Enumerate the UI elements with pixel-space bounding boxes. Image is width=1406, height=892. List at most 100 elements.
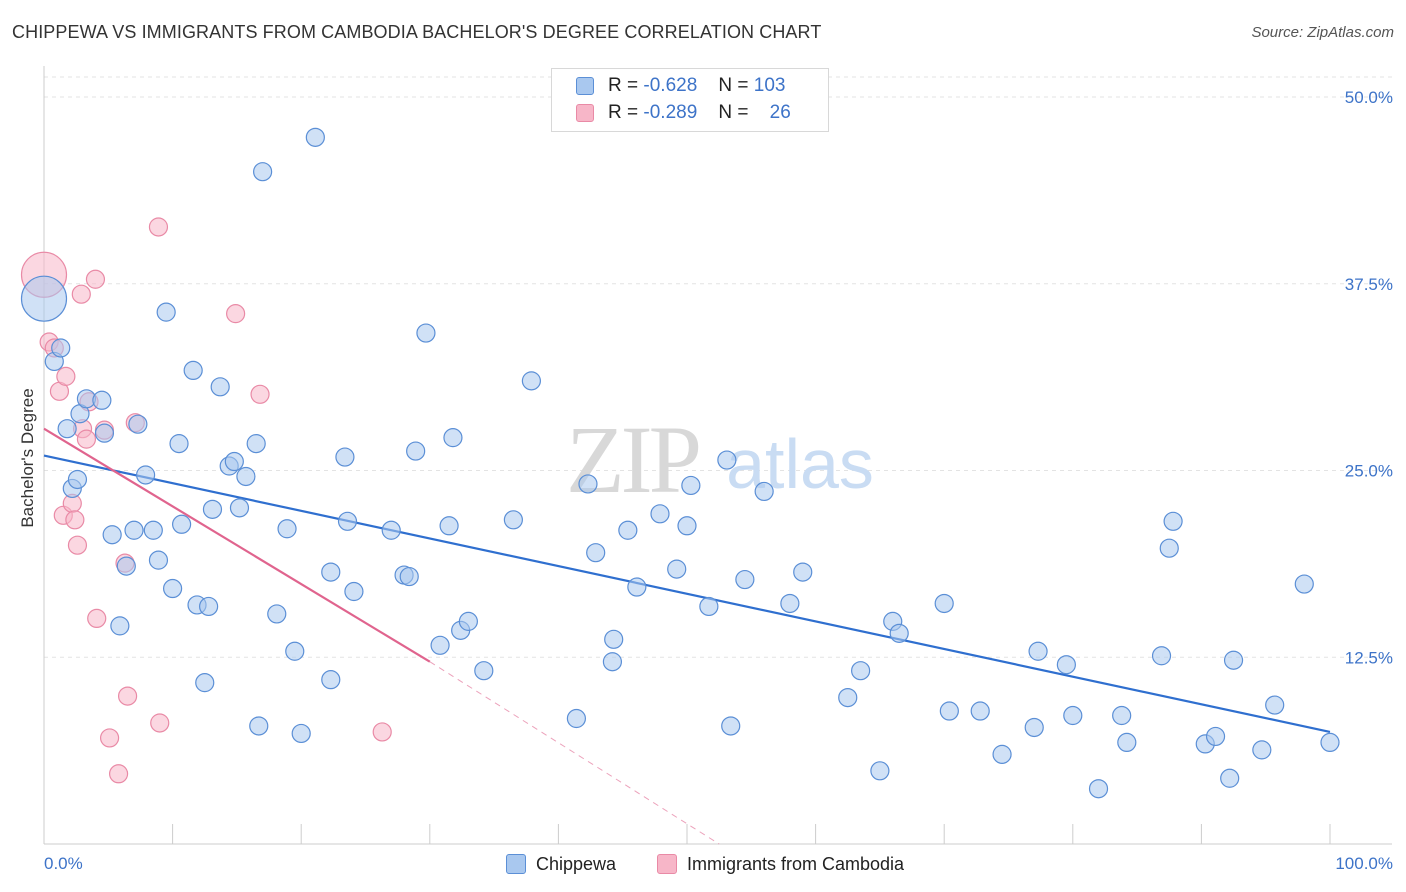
cambodia-point [117,686,138,706]
chippewa-point [335,447,355,467]
chippewa-point [1252,740,1272,760]
y-tick-label: 37.5% [1345,275,1393,294]
chippewa-point [399,566,419,587]
chippewa-point [1320,732,1340,753]
cambodia-point [372,722,392,742]
chippewa-point [1117,732,1137,753]
chippewa-point [870,761,890,781]
chippewa-point [135,465,156,485]
cambodia-trend-line [43,427,431,663]
chippewa-point [337,511,358,531]
chippewa-point [1220,768,1240,788]
cambodia-point [85,269,106,289]
chippewa-point [586,543,606,563]
chippewa-point [1265,695,1285,715]
chippewa-point [1223,650,1244,670]
chippewa-point [439,516,459,536]
n-label: N = [718,102,749,123]
chippewa-point [92,390,112,410]
r-value: -0.289 [643,102,698,123]
cambodia-trend-extension [429,661,720,845]
y-axis-label: Bachelor's Degree [18,388,37,528]
chippewa-point [970,701,990,721]
chippewa-point [754,481,774,502]
chippewa-point [102,525,122,545]
cambodia-point [56,366,76,386]
cambodia-point [76,429,97,449]
chippewa-point [195,673,215,693]
chippewa-swatch [576,77,594,95]
chippewa-point [1159,538,1179,558]
chippewa-legend-swatch [506,854,526,874]
chart-title: CHIPPEWA VS IMMIGRANTS FROM CAMBODIA BAC… [12,22,822,42]
tick-labels: 12.5% 25.0% 37.5% 50.0% 0.0% 100.0% [44,88,1393,873]
chippewa-point [143,520,163,540]
cambodia-point [148,217,169,237]
chippewa-trend-line [43,454,1331,734]
chippewa-point [474,661,494,681]
y-tick-label: 12.5% [1345,648,1393,667]
x-tick-label: 100.0% [1335,854,1393,873]
n-value: 103 [753,75,786,96]
chippewa-legend-label: Chippewa [536,853,617,874]
chippewa-point [699,596,719,617]
legend-item-chippewa[interactable]: Chippewa [506,852,616,876]
chippewa-point [381,520,401,540]
chippewa-point [851,661,871,681]
chippewa-point [1056,655,1076,675]
chippewa-point [124,520,144,540]
chippewa-point [618,520,638,540]
grid-lines [44,76,1392,658]
cambodia-point [250,384,270,404]
cambodia-point [65,510,85,530]
chippewa-point [721,716,741,736]
chippewa-point [249,716,269,736]
x-tick-label: 0.0% [44,854,83,873]
chippewa-point [627,577,647,597]
chippewa-point [838,687,858,708]
chippewa-point [934,593,954,614]
source-label: Source: ZipAtlas.com [1251,24,1394,41]
chippewa-point [717,450,737,470]
chippewa-point [604,629,624,649]
chippewa-point [406,441,426,461]
trend-lines [43,427,1331,845]
legend-row-cambodia: R = -0.289 N = 26 [576,102,791,124]
chippewa-point [128,414,148,434]
chippewa-point [172,514,192,534]
chippewa-point [503,510,523,530]
watermark-atlas: atlas [726,425,874,503]
chippewa-point [1028,641,1048,661]
cambodia-point [99,728,120,748]
chippewa-point [116,556,136,576]
chippewa-point [667,559,687,579]
chippewa-point [321,670,341,690]
chippewa-point [321,562,341,582]
cambodia-legend-label: Immigrants from Cambodia [687,853,905,874]
chippewa-point [578,474,598,494]
chippewa-point [229,498,250,518]
chippewa-point [1063,705,1083,726]
chippewa-point [992,744,1012,764]
chippewa-point [94,423,115,443]
chippewa-point [210,377,230,397]
watermark-zip: ZIP [566,406,699,513]
r-label: R = [608,102,639,123]
chippewa-point [236,466,256,487]
chippewa-point [566,708,587,729]
chippewa-point [199,596,219,617]
chippewa-point [57,419,77,439]
chippewa-point [183,360,203,381]
stats-legend: R = -0.628 N = 103 R = -0.289 N = 26 [551,68,829,132]
axes [43,66,1392,845]
chippewa-point [1205,726,1226,747]
chippewa-point [148,550,169,570]
chippewa-point [246,434,266,454]
chippewa-point [650,504,670,524]
chippewa-point [939,701,959,721]
chippewa-point [163,578,183,599]
n-label: N = [718,75,749,96]
chippewa-point [285,641,305,661]
legend-item-cambodia[interactable]: Immigrants from Cambodia [657,852,904,876]
chippewa-point [344,581,364,602]
